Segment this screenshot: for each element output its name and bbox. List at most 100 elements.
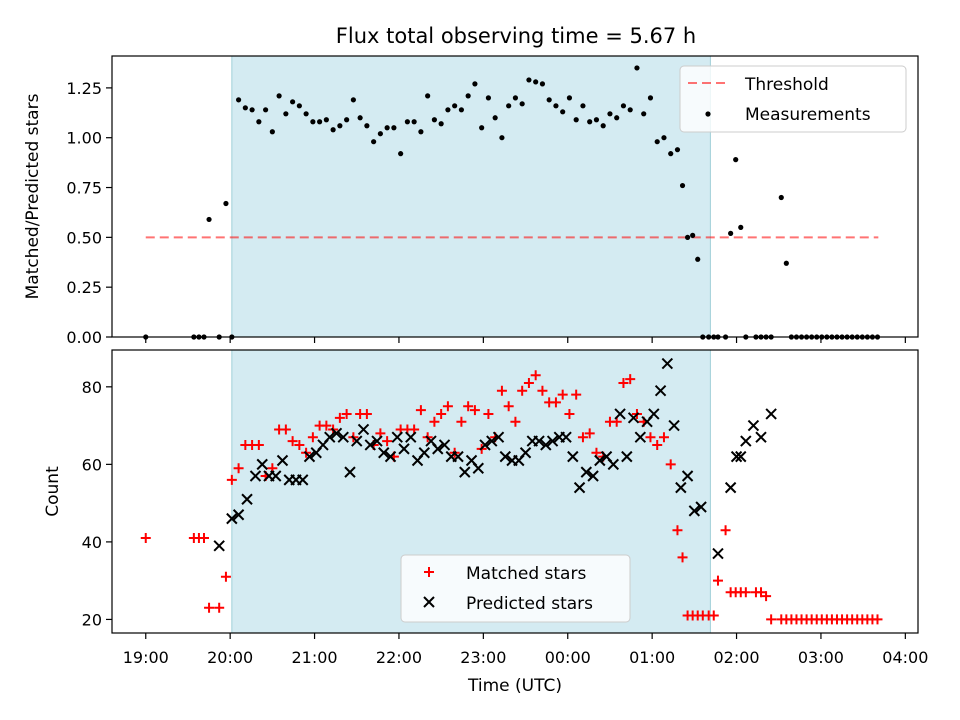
- x-tick-label: 03:00: [798, 648, 844, 667]
- predicted-star-point: [213, 540, 225, 552]
- predicted-star-point: [546, 435, 559, 447]
- matched-star-point: [523, 377, 534, 388]
- matched-star-point: [564, 408, 575, 419]
- legend-matched-label: Matched stars: [466, 564, 586, 584]
- measurement-point: [627, 107, 633, 113]
- matched-star-point: [766, 614, 777, 625]
- predicted-star-point: [654, 384, 667, 397]
- predicted-star-point: [232, 509, 245, 521]
- measurement-point: [431, 117, 437, 123]
- matched-star-point: [287, 436, 298, 447]
- matched-star-point: [872, 614, 883, 625]
- matched-star-point: [503, 401, 514, 412]
- predicted-star-point: [492, 431, 505, 443]
- measurement-point: [303, 111, 309, 117]
- matched-star-point: [382, 436, 393, 447]
- measurement-point: [647, 95, 654, 101]
- measurement-point: [445, 107, 451, 113]
- measurement-point: [458, 107, 465, 113]
- predicted-star-point: [695, 501, 707, 513]
- measurement-point: [249, 107, 255, 113]
- measurement-point: [499, 135, 505, 141]
- predicted-star-point: [486, 435, 498, 447]
- measurement-point: [778, 194, 784, 201]
- measurement-point: [485, 95, 492, 101]
- predicted-star-point: [371, 435, 383, 447]
- matched-star-point: [469, 405, 480, 416]
- matched-star-point: [645, 432, 656, 443]
- predicted-star-point: [241, 493, 253, 505]
- predicted-star-point: [438, 439, 451, 451]
- matched-star-point: [756, 587, 767, 598]
- legend-matched-swatch: [424, 567, 434, 577]
- measurement-point: [695, 256, 701, 262]
- measurement-point: [350, 97, 356, 103]
- measurement-point: [425, 93, 431, 99]
- x-tick-label: 04:00: [882, 648, 928, 667]
- predicted-star-point: [634, 431, 647, 443]
- predicted-star-point: [479, 439, 491, 451]
- legend-threshold-label: Threshold: [744, 75, 829, 95]
- matched-star-point: [665, 459, 676, 470]
- predicted-star-point: [432, 443, 444, 455]
- measurement-point: [296, 103, 302, 109]
- measurement-point: [377, 131, 383, 137]
- matched-star-point: [584, 428, 595, 439]
- measurement-point: [679, 182, 686, 189]
- legend-box: [679, 65, 907, 133]
- measurement-point: [337, 123, 343, 129]
- measurement-point: [256, 119, 262, 125]
- matched-star-point: [341, 408, 352, 419]
- matched-star-point: [517, 385, 528, 396]
- matched-star-point: [761, 591, 772, 602]
- predicted-star-point: [540, 439, 552, 451]
- predicted-star-point: [405, 431, 417, 443]
- measurement-point: [573, 117, 579, 123]
- predicted-star-point: [337, 431, 349, 443]
- predicted-star-point: [472, 462, 484, 474]
- y-tick-label: 0.25: [66, 278, 102, 297]
- predicted-star-point: [580, 466, 593, 478]
- matched-star-point: [226, 474, 237, 485]
- predicted-star-point: [351, 435, 363, 447]
- measurement-point: [668, 151, 674, 157]
- predicted-star-point: [621, 450, 633, 463]
- predicted-star-point: [276, 454, 289, 467]
- predicted-star-point: [378, 447, 390, 459]
- measurement-point: [600, 123, 606, 129]
- matched-star-point: [204, 602, 215, 613]
- measurement-point: [492, 115, 498, 121]
- matched-star-point: [708, 610, 719, 621]
- matched-star-point: [483, 408, 494, 419]
- observing-span: [231, 56, 711, 337]
- measurement-point: [465, 93, 471, 99]
- measurement-point: [641, 111, 647, 117]
- x-tick-label: 00:00: [545, 648, 591, 667]
- axes-frame: [111, 55, 919, 338]
- measurement-point: [634, 65, 640, 71]
- measurement-point: [223, 200, 229, 207]
- measurement-point: [620, 103, 627, 109]
- matched-star-point: [415, 405, 426, 416]
- x-tick-label: 02:00: [713, 648, 759, 667]
- predicted-star-point: [681, 470, 694, 482]
- legend: Matched stars Predicted stars: [400, 554, 631, 623]
- predicted-star-point: [755, 431, 767, 443]
- y-tick-label: 60: [82, 455, 102, 474]
- predicted-star-point: [648, 408, 660, 420]
- measurement-point: [738, 224, 744, 230]
- measurement-point: [344, 117, 350, 123]
- measurement-point: [519, 101, 525, 107]
- measurement-point: [533, 79, 539, 85]
- measurement-point: [438, 121, 444, 127]
- matched-star-point: [220, 571, 231, 582]
- measurement-point: [330, 127, 336, 133]
- measurement-point: [364, 123, 370, 129]
- x-axis-label: Time (UTC): [467, 676, 562, 696]
- measurement-point: [654, 139, 660, 145]
- y-tick-label: 0.50: [66, 228, 102, 247]
- axes-frame: [111, 349, 919, 634]
- measurement-point: [317, 119, 323, 125]
- matched-star-point: [712, 575, 723, 586]
- predicted-star-point: [297, 474, 309, 486]
